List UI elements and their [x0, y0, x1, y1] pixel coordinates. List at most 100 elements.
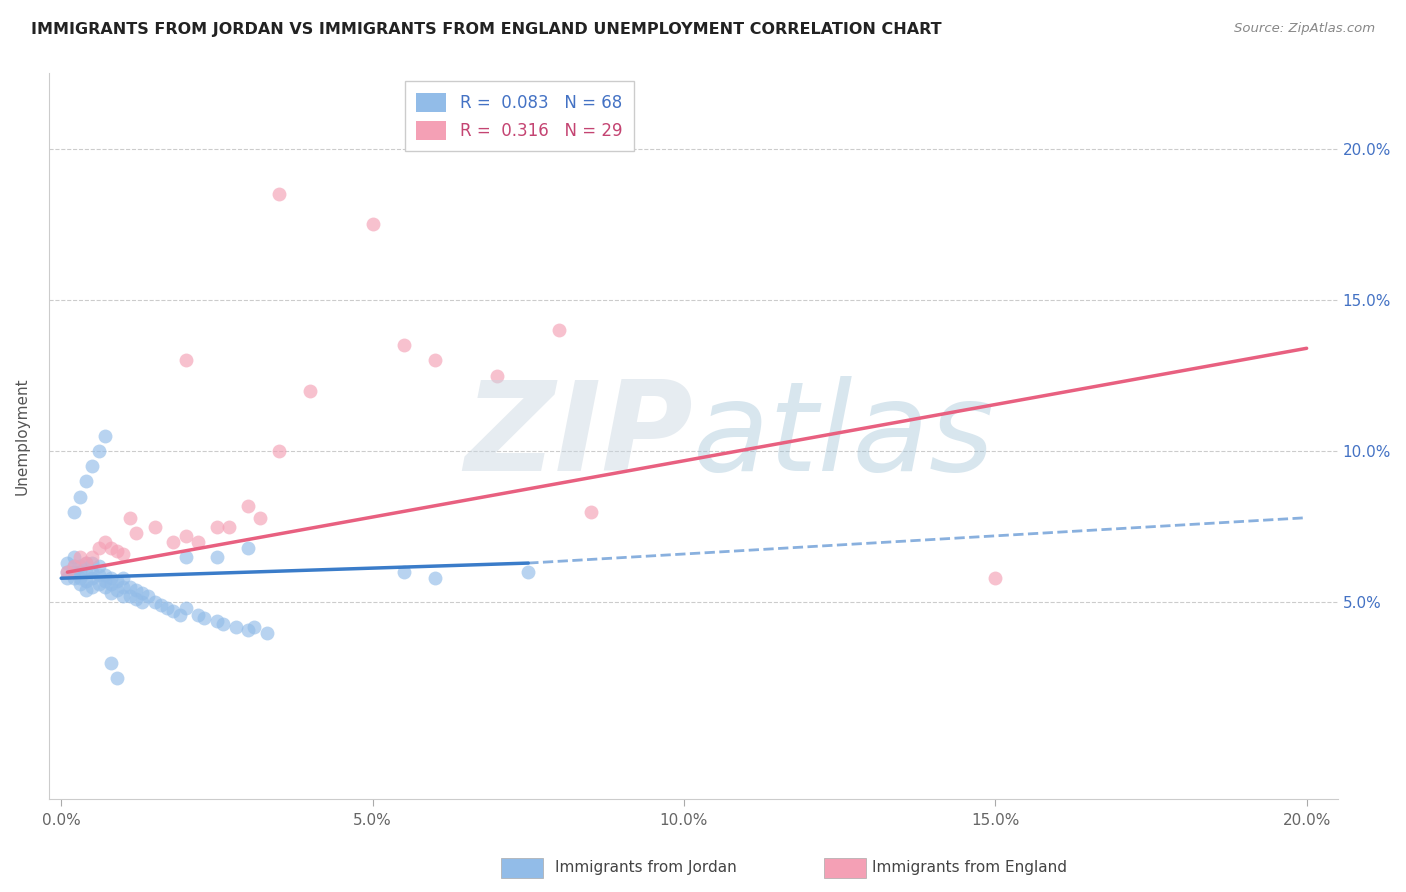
Point — [100, 577, 122, 591]
Point — [94, 535, 117, 549]
Point — [105, 544, 128, 558]
Point — [174, 353, 197, 368]
Point — [212, 616, 235, 631]
Point — [205, 614, 228, 628]
Point — [100, 571, 122, 585]
Point — [125, 592, 148, 607]
Point — [118, 510, 141, 524]
Point — [56, 571, 79, 585]
Point — [143, 595, 166, 609]
Point — [94, 568, 117, 582]
Point — [87, 559, 110, 574]
Point — [87, 444, 110, 458]
Point — [82, 459, 104, 474]
Point — [100, 656, 122, 670]
Point — [82, 549, 104, 564]
Point — [162, 605, 184, 619]
Point — [112, 590, 135, 604]
Point — [236, 499, 259, 513]
Point — [392, 565, 415, 579]
Point — [87, 541, 110, 555]
Point — [269, 444, 291, 458]
Y-axis label: Unemployment: Unemployment — [15, 377, 30, 495]
Point — [236, 541, 259, 555]
Text: ZIP: ZIP — [464, 376, 693, 497]
Point — [299, 384, 322, 398]
Point — [125, 525, 148, 540]
Point — [100, 541, 122, 555]
Text: Source: ZipAtlas.com: Source: ZipAtlas.com — [1234, 22, 1375, 36]
Point — [62, 559, 84, 574]
Point — [62, 505, 84, 519]
Point — [62, 565, 84, 579]
Point — [75, 556, 97, 570]
Point — [69, 549, 91, 564]
Point — [56, 565, 79, 579]
Point — [156, 601, 179, 615]
Point — [579, 505, 602, 519]
Point — [149, 599, 172, 613]
Point — [243, 619, 266, 633]
Point — [131, 586, 153, 600]
Point — [361, 217, 384, 231]
Point — [131, 595, 153, 609]
Point — [69, 571, 91, 585]
Point — [69, 490, 91, 504]
Point — [174, 601, 197, 615]
Text: Immigrants from England: Immigrants from England — [872, 860, 1067, 874]
Point — [94, 580, 117, 594]
Point — [143, 520, 166, 534]
Point — [75, 574, 97, 589]
Point — [87, 577, 110, 591]
Point — [75, 583, 97, 598]
Point — [236, 623, 259, 637]
Point — [205, 549, 228, 564]
Legend: R =  0.083   N = 68, R =  0.316   N = 29: R = 0.083 N = 68, R = 0.316 N = 29 — [405, 81, 634, 152]
Point — [225, 619, 247, 633]
Point — [75, 475, 97, 489]
Point — [187, 535, 209, 549]
Point — [82, 580, 104, 594]
Point — [69, 565, 91, 579]
Point — [69, 559, 91, 574]
Text: atlas: atlas — [693, 376, 995, 497]
Point — [118, 580, 141, 594]
Point — [105, 671, 128, 685]
Point — [187, 607, 209, 622]
Point — [423, 353, 446, 368]
Point — [138, 590, 160, 604]
Point — [75, 556, 97, 570]
Point — [162, 535, 184, 549]
Point — [984, 571, 1007, 585]
Point — [56, 565, 79, 579]
Point — [56, 556, 79, 570]
Text: Immigrants from Jordan: Immigrants from Jordan — [555, 860, 737, 874]
Point — [112, 547, 135, 561]
Point — [423, 571, 446, 585]
Point — [174, 549, 197, 564]
Point — [82, 565, 104, 579]
Point — [218, 520, 240, 534]
Point — [174, 529, 197, 543]
Point — [82, 571, 104, 585]
Point — [94, 574, 117, 589]
Point — [205, 520, 228, 534]
Point — [69, 577, 91, 591]
Point — [112, 571, 135, 585]
Point — [269, 186, 291, 201]
Point — [486, 368, 509, 383]
Point — [169, 607, 191, 622]
Point — [100, 586, 122, 600]
Point — [125, 583, 148, 598]
Point — [256, 625, 278, 640]
Point — [112, 580, 135, 594]
Point — [118, 590, 141, 604]
Point — [517, 565, 540, 579]
Point — [62, 549, 84, 564]
Point — [105, 583, 128, 598]
Point — [87, 568, 110, 582]
Point — [62, 559, 84, 574]
Text: IMMIGRANTS FROM JORDAN VS IMMIGRANTS FROM ENGLAND UNEMPLOYMENT CORRELATION CHART: IMMIGRANTS FROM JORDAN VS IMMIGRANTS FRO… — [31, 22, 942, 37]
Point — [249, 510, 271, 524]
Point — [105, 574, 128, 589]
